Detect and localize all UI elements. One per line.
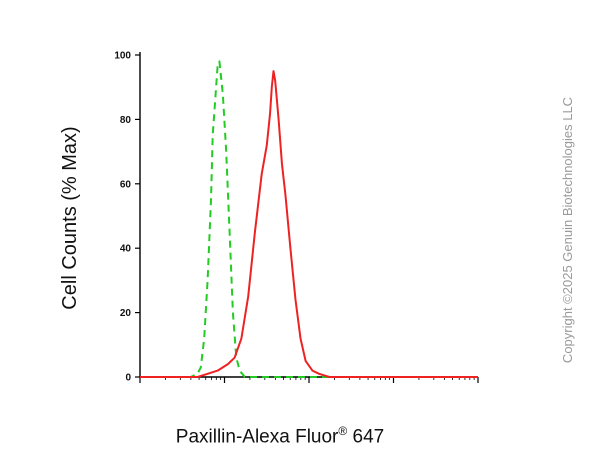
x-axis-title-main: Paxillin-Alexa Fluor <box>175 426 339 448</box>
x-axis-title-suffix: 647 <box>347 426 385 448</box>
y-tick-label: 60 <box>120 179 132 190</box>
x-axis-title: Paxillin-Alexa Fluor® 647 <box>0 424 560 448</box>
y-tick-label: 40 <box>120 244 132 255</box>
y-tick-label: 20 <box>120 308 132 319</box>
copyright-notice: Copyright ©2025 Genuin Biotechnologies L… <box>560 97 575 363</box>
series-line-sample <box>140 70 478 378</box>
y-axis-title: Cell Counts (% Max) <box>59 126 81 309</box>
registered-mark: ® <box>338 424 348 438</box>
y-tick-label: 0 <box>125 373 131 384</box>
series-line-control <box>140 60 478 378</box>
plot-area: 0 20 40 60 80 100 <box>114 51 479 384</box>
y-tick-label: 100 <box>114 51 131 62</box>
y-tick-label: 80 <box>120 115 132 126</box>
